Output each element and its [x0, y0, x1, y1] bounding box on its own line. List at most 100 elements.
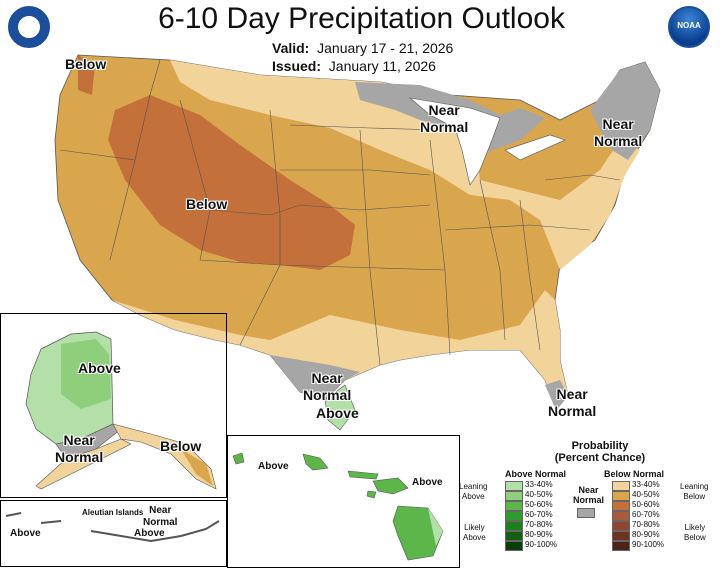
legend-below-label: 70-80%: [632, 520, 660, 529]
issued-label: Issued:: [272, 58, 322, 74]
hawaii-kauai: [232, 452, 245, 465]
conus-near-fl: [545, 380, 568, 410]
legend-above-swatch: [505, 521, 523, 531]
legend-leaning-above-1: Leaning: [459, 482, 488, 491]
label-near-tx: Near Normal: [303, 370, 351, 404]
legend-above-label: 33-40%: [525, 480, 553, 489]
label-ak-near-1: Near: [63, 432, 95, 448]
aleutian-title: Aleutian Islands: [82, 508, 144, 517]
legend-below-swatch: [612, 481, 630, 491]
label-near-tx-1: Near: [311, 370, 343, 386]
label-aleutian-near: Near Normal: [143, 505, 177, 529]
legend-near-label-1: Near: [578, 485, 599, 495]
chart-title: 6-10 Day Precipitation Outlook: [158, 2, 565, 35]
label-near-fl-1: Near: [556, 386, 588, 402]
legend-above-header: Above Normal: [505, 469, 567, 479]
valid-value: January 17 - 21, 2026: [317, 40, 454, 56]
issued-date: Issued: January 11, 2026: [272, 58, 436, 74]
legend-below-swatch: [612, 531, 630, 541]
lake-erie: [504, 134, 566, 161]
legend-title-1: Probability: [571, 440, 629, 452]
label-near-glakes: Near Normal: [420, 102, 468, 136]
label-near-fl: Near Normal: [548, 386, 596, 420]
aleutian-map: [5, 512, 220, 543]
legend-leaning-above-2: Above: [461, 492, 485, 501]
label-near-ne: Near Normal: [594, 116, 642, 150]
legend-below-label: 40-50%: [632, 490, 660, 499]
hawaii-maui: [372, 477, 409, 495]
legend-below-swatch: [612, 501, 630, 511]
conus-near-tx: [270, 355, 360, 400]
legend-above-swatch: [505, 491, 523, 501]
legend-leaning-below-2: Below: [683, 492, 706, 501]
label-ak-near-2: Normal: [55, 449, 104, 465]
legend-above-label: 90-100%: [525, 540, 558, 549]
legend-near-label-2: Normal: [573, 495, 605, 505]
label-aleutian-near-1: Near: [149, 505, 172, 516]
hawaii-big-island-east: [428, 508, 443, 546]
noaa-logo-text: NOAA: [677, 21, 701, 30]
legend-leaning-above: Leaning Above: [459, 482, 487, 502]
state-lines: [59, 59, 621, 366]
hawaii-inset: [227, 435, 460, 568]
legend-below-swatch: [612, 511, 630, 521]
legend-above-label: 50-60%: [525, 500, 553, 509]
label-ak-near: Near Normal: [55, 432, 103, 466]
alaska-inset: [0, 313, 227, 498]
conus-below-nw-edge: [78, 55, 95, 95]
alaska-map: [25, 331, 217, 490]
label-near-glakes-1: Near: [428, 102, 460, 118]
alaska-below: [112, 423, 217, 490]
legend-below-swatch: [612, 521, 630, 531]
aleutian-inset: [0, 500, 227, 567]
hawaii-molokai: [347, 470, 379, 480]
legend-below-swatch: [612, 491, 630, 501]
legend-above-label: 70-80%: [525, 520, 553, 529]
label-hi-above-left: Above: [258, 461, 289, 472]
label-below-central: Below: [186, 196, 228, 212]
legend-below-swatch: [612, 541, 630, 551]
legend-below-label: 60-70%: [632, 510, 660, 519]
label-aleutian-near-2: Normal: [143, 517, 178, 528]
commerce-seal-logo: [8, 6, 50, 48]
legend-above-label: 40-50%: [525, 490, 553, 499]
label-above-tx: Above: [316, 405, 359, 421]
label-near-ne-1: Near: [602, 116, 634, 132]
label-aleutian-above: Above: [10, 528, 41, 539]
legend-leaning-below: Leaning Below: [680, 482, 708, 502]
conus-near-ne: [590, 62, 660, 160]
legend-likely-above-1: Likely: [464, 523, 485, 532]
valid-label: Valid:: [272, 40, 310, 56]
legend-below-header: Below Normal: [604, 469, 665, 479]
hawaii-map: [232, 452, 444, 561]
legend-above-swatch: [505, 481, 523, 491]
label-below-nw: Below: [65, 56, 107, 72]
legend-above-swatch: [505, 541, 523, 551]
legend-above-label: 80-90%: [525, 530, 553, 539]
legend-likely-above-2: Above: [463, 533, 486, 542]
alaska-below-40-50: [181, 449, 213, 486]
great-lakes: [408, 97, 501, 186]
legend-likely-below: Likely Below: [684, 523, 706, 543]
legend-above-swatch: [505, 501, 523, 511]
legend-below-label: 80-90%: [632, 530, 660, 539]
alaska-above-40-50: [61, 339, 111, 409]
conus-below-50-60: [108, 95, 355, 270]
aleutian-chain: [5, 512, 220, 543]
valid-dates: Valid: January 17 - 21, 2026: [272, 40, 453, 56]
conus-below-33-40-north: [170, 60, 640, 270]
legend-title-2: (Percent Chance): [554, 452, 646, 464]
legend-likely-above: Likely Above: [463, 523, 486, 543]
label-ak-above: Above: [78, 360, 121, 376]
legend-title: Probability (Percent Chance): [540, 440, 660, 464]
legend-below-label: 50-60%: [632, 500, 660, 509]
legend-likely-below-2: Below: [684, 533, 706, 542]
noaa-logo: NOAA: [668, 6, 710, 48]
legend-above-swatch: [505, 511, 523, 521]
legend-below-label: 90-100%: [632, 540, 665, 549]
hawaii-lanai: [366, 490, 377, 499]
issued-value: January 11, 2026: [328, 58, 436, 74]
hawaii-oahu: [302, 453, 329, 471]
alaska-peninsula: [35, 438, 132, 490]
